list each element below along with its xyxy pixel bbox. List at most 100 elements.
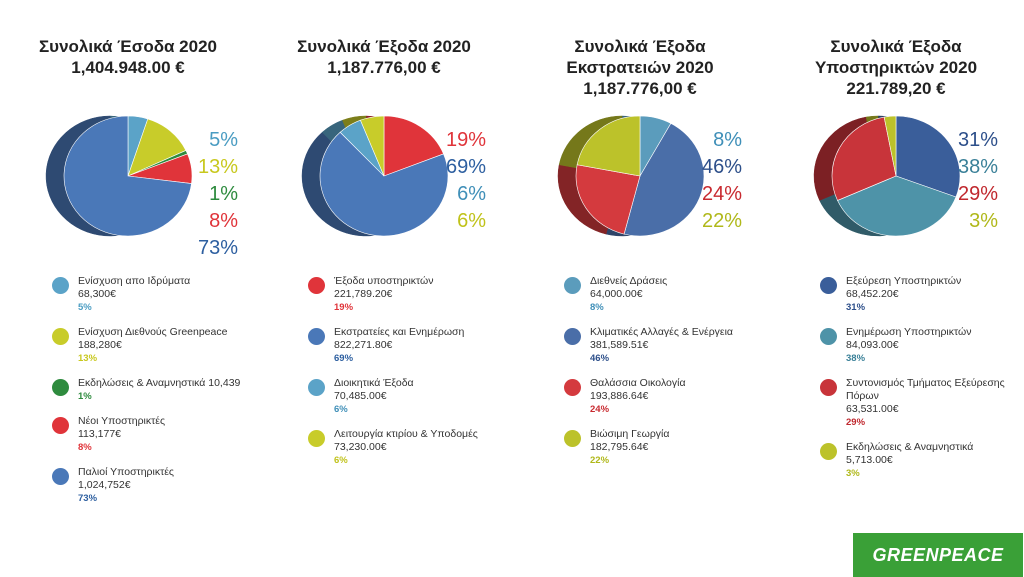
legend-name: Θαλάσσια Οικολογία — [590, 377, 686, 389]
legend-name: Διεθνείς Δράσεις — [590, 275, 668, 287]
legend-swatch — [564, 328, 581, 345]
percentage-labels: 19% 69% 6% 6% — [436, 127, 486, 235]
legend-amount: 182,795.64€ — [590, 441, 649, 453]
percentage-label: 13% — [197, 156, 238, 178]
percentage-label: 3% — [969, 210, 998, 232]
legend-name: Εκστρατείες και Ενημέρωση — [334, 326, 465, 338]
percentage-label: 6% — [457, 183, 486, 205]
percentage-label: 73% — [197, 237, 238, 259]
legend: Εξεύρεση Υποστηρικτών 68,452.20€ 31% Ενημέρ… — [820, 275, 1020, 492]
percentage-label: 38% — [957, 156, 998, 178]
chart-title-line: Συνολικά Έξοδα 2020 — [297, 37, 471, 56]
legend-swatch — [308, 379, 325, 396]
legend-amount: 70,485.00€ — [334, 390, 387, 402]
legend-amount: 63,531.00€ — [846, 403, 899, 415]
legend-item: Παλιοί Υποστηρικτές 1,024,752€ 73% — [52, 466, 252, 505]
legend-amount: 381,589.51€ — [590, 339, 649, 351]
chart-panel-3: Συνολικά Έξοδα Εκστρατειών 2020 1,187.776,… — [512, 0, 768, 577]
legend-name: Έξοδα υποστηρικτών — [334, 275, 434, 287]
chart-title: Συνολικά Έσοδα 2020 1,404.948.00 € — [0, 36, 256, 78]
legend-amount: 1,024,752€ — [78, 479, 131, 491]
chart-panel-1: Συνολικά Έσοδα 2020 1,404.948.00 € 5% 13% 1%… — [0, 0, 256, 577]
pie-slice — [575, 164, 641, 235]
chart-title-line: 1,404.948.00 € — [71, 58, 185, 77]
legend-item: Συντονισμός Τμήματος Εξεύρεσης Πόρων 63,5… — [820, 377, 1020, 429]
legend-name: Διοικητικά Έξοδα — [334, 377, 414, 389]
legend-percentage: 38% — [846, 353, 866, 364]
legend-percentage: 6% — [334, 404, 348, 415]
pie-slice — [623, 123, 705, 237]
legend-percentage: 69% — [334, 353, 354, 364]
legend-percentage: 22% — [590, 455, 610, 466]
percentage-label: 1% — [209, 183, 238, 205]
chart-title-line: 221.789,20 € — [846, 79, 946, 98]
legend-name: Λειτουργία κτιρίου & Υποδομές — [334, 428, 478, 440]
legend-name: Νέοι Υποστηρικτές — [78, 415, 166, 427]
legend-swatch — [52, 417, 69, 434]
chart-title-line: Συνολικά Έσοδα 2020 — [38, 37, 218, 56]
legend-percentage: 29% — [846, 417, 866, 428]
legend-percentage: 8% — [78, 442, 92, 453]
legend-item: Εκστρατείες και Ενημέρωση 822,271.80€ 69% — [308, 326, 508, 365]
legend-swatch — [820, 328, 837, 345]
percentage-label: 19% — [445, 129, 486, 151]
pie-slice — [360, 115, 385, 177]
chart-title-line: Συνολικά Έξοδα — [574, 37, 706, 56]
legend-swatch — [52, 328, 69, 345]
legend-percentage: 8% — [590, 302, 604, 313]
legend-amount: 84,093.00€ — [846, 339, 899, 351]
legend-percentage: 5% — [78, 302, 92, 313]
legend-amount: 68,452.20€ — [846, 288, 899, 300]
legend-swatch — [52, 277, 69, 294]
pie-chart — [45, 115, 193, 237]
chart-title: Συνολικά Έξοδα Υποστηρικτών 2020 221.789,2… — [768, 36, 1024, 99]
legend-amount: 188,280€ — [78, 339, 122, 351]
percentage-label: 46% — [701, 156, 742, 178]
chart-title: Συνολικά Έξοδα Εκστρατειών 2020 1,187.776,… — [512, 36, 768, 99]
legend-swatch — [308, 430, 325, 447]
legend-swatch — [820, 379, 837, 396]
legend-name: Κλιματικές Αλλαγές & Ενέργεια — [590, 326, 734, 338]
legend-name: Εξεύρεση Υποστηρικτών — [846, 275, 962, 287]
legend-amount: 64,000.00€ — [590, 288, 643, 300]
legend-item: Ενίσχυση απο Ιδρύματα 68,300€ 5% — [52, 275, 252, 314]
legend-name: Ενίσχυση Διεθνούς Greenpeace — [78, 326, 228, 338]
legend-item: Εξεύρεση Υποστηρικτών 68,452.20€ 31% — [820, 275, 1020, 314]
pie-chart — [557, 115, 705, 237]
pie-chart — [301, 115, 449, 237]
legend-percentage: 46% — [590, 353, 610, 364]
greenpeace-logo-text: GREENPEACE — [872, 544, 1004, 565]
pie-slice — [319, 131, 449, 237]
legend-percentage: 73% — [78, 493, 98, 504]
legend-item: Διοικητικά Έξοδα 70,485.00€ 6% — [308, 377, 508, 416]
legend-item: Κλιματικές Αλλαγές & Ενέργεια 381,589.51€… — [564, 326, 764, 365]
chart-title: Συνολικά Έξοδα 2020 1,187.776,00 € — [256, 36, 512, 78]
legend-name: Ενίσχυση απο Ιδρύματα — [78, 275, 191, 287]
greenpeace-logo: GREENPEACE — [853, 533, 1023, 577]
legend-item: Λειτουργία κτιρίου & Υποδομές 73,230.00€ 6… — [308, 428, 508, 467]
chart-title-line: 1,187.776,00 € — [583, 79, 697, 98]
pie-slice — [576, 115, 641, 177]
legend-swatch — [564, 430, 581, 447]
legend-percentage: 13% — [78, 353, 98, 364]
legend-name: Βιώσιμη Γεωργία — [590, 428, 670, 440]
percentage-label: 8% — [209, 210, 238, 232]
legend-item: Ενίσχυση Διεθνούς Greenpeace 188,280€ 13% — [52, 326, 252, 365]
chart-title-line: Συνολικά Έξοδα — [830, 37, 962, 56]
legend-amount: 5,713.00€ — [846, 454, 893, 466]
legend-swatch — [564, 277, 581, 294]
legend-percentage: 24% — [590, 404, 610, 415]
legend-amount: 113,177€ — [78, 428, 122, 440]
legend-amount: 73,230.00€ — [334, 441, 387, 453]
legend-item: Βιώσιμη Γεωργία 182,795.64€ 22% — [564, 428, 764, 467]
legend-amount: 221,789.20€ — [334, 288, 393, 300]
percentage-label: 22% — [701, 210, 742, 232]
legend: Διεθνείς Δράσεις 64,000.00€ 8% Κλιματικές Α… — [564, 275, 764, 479]
pie-slice — [883, 115, 897, 177]
legend-item: Εκδηλώσεις & Αναμνηστικά 5,713.00€ 3% — [820, 441, 1020, 480]
legend-percentage: 3% — [846, 468, 860, 479]
pie-slice — [837, 175, 957, 237]
legend: Έξοδα υποστηρικτών 221,789.20€ 19% Εκστρατε… — [308, 275, 508, 479]
legend-item: Θαλάσσια Οικολογία 193,886.64€ 24% — [564, 377, 764, 416]
legend-swatch — [308, 277, 325, 294]
